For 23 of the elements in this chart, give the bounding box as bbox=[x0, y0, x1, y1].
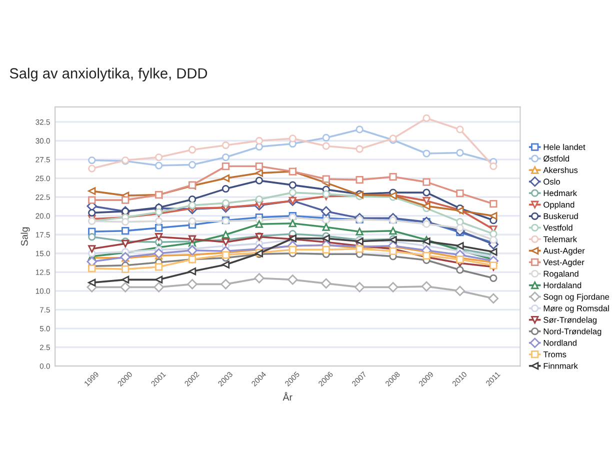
legend-label: Telemark bbox=[543, 236, 577, 242]
legend-label: Aust-Agder bbox=[543, 248, 585, 256]
legend-label: Nord-Trøndelag bbox=[544, 328, 602, 336]
legend-label: Vest-Agder bbox=[543, 259, 584, 267]
legend-label: Oppland bbox=[544, 202, 574, 210]
chart-title: Salg av anxiolytika, fylke, DDD bbox=[10, 68, 208, 82]
legend-label: Oslo bbox=[544, 178, 560, 185]
legend-label: Akershus bbox=[543, 166, 578, 174]
legend-label: Vestfold bbox=[543, 224, 572, 231]
legend-label: Hedmark bbox=[544, 190, 577, 196]
legend-label: Hordaland bbox=[544, 282, 582, 288]
legend-label: Rogaland bbox=[544, 270, 578, 278]
legend-label: Østfold bbox=[543, 155, 570, 162]
legend-label: Troms bbox=[543, 352, 566, 358]
legend-label: Sør-Trøndelag bbox=[544, 316, 597, 324]
legend-label: Nordland bbox=[544, 340, 576, 346]
legend-label: Finnmark bbox=[544, 362, 578, 369]
x-axis-title: År bbox=[282, 392, 292, 401]
legend-label: Buskerud bbox=[544, 213, 578, 220]
legend-label: Hele landet bbox=[544, 144, 586, 150]
legend-label: Møre og Romsdal bbox=[544, 305, 609, 313]
legend-label: Sogn og Fjordane bbox=[544, 294, 610, 302]
y-axis-title: Salg bbox=[20, 227, 30, 246]
